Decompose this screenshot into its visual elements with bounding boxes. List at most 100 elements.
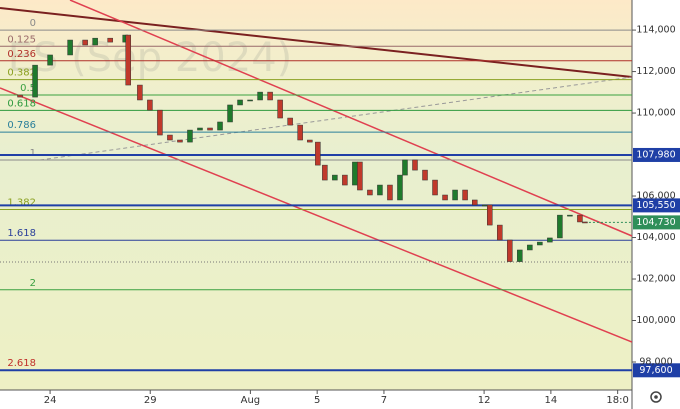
candle-body [147,99,153,111]
candle-body [287,117,293,126]
channel-lower [0,87,632,343]
candle-body [452,189,458,201]
candle-body [82,39,88,46]
y-tick-label: 106,000 [636,191,675,202]
x-tick-label: Aug [241,395,261,406]
candle-body [237,99,243,106]
drawings [0,0,632,343]
candle-body [527,244,533,251]
fib-label: 0.5 [20,83,36,94]
candle-body [125,34,131,86]
candle-body [432,179,438,196]
candle-body [17,94,23,98]
settings-icon[interactable] [650,391,662,403]
candle-body [217,121,223,131]
candle-body [307,139,313,143]
candle-body [137,84,143,101]
candle-body [32,64,38,98]
x-tick-label: 24 [44,395,57,406]
candle-body [482,204,488,207]
candle-body [47,54,53,66]
candle-body [422,169,428,181]
time-axis-panel [0,390,632,409]
channel-upper [69,0,632,237]
price-label-box [633,198,680,213]
y-tick-label: 104,000 [636,232,675,243]
y-tick-label: 112,000 [636,66,675,77]
price-label: 107,980 [636,149,675,160]
candle-body [547,237,553,243]
candle-body [267,91,273,101]
fib-label: 1 [30,148,36,159]
fib-label: 0 [30,18,36,29]
axes: 107,980 105,550 97,600 114,000 112,000 110,00… [44,25,680,406]
price-label-box [633,147,680,162]
candle-body [187,129,193,143]
candle-body [247,99,253,102]
x-tick-label: 5 [314,395,320,406]
last-price-box [633,215,680,230]
candle-body [92,37,98,46]
fib-label: 0.236 [7,49,36,60]
candle-body [567,214,573,217]
candle-body [167,134,173,141]
candle-body [197,127,203,131]
y-tick-label: 110,000 [636,108,675,119]
candle-body [322,164,328,181]
candle-body [315,141,321,166]
candle-body [487,204,493,226]
y-tick-label: 114,000 [636,25,675,36]
candle-body [497,224,503,241]
candle-body [517,249,523,262]
candle-body [402,159,408,176]
fib-label: 0.382 [7,68,36,79]
candle-body [377,184,383,196]
candle-body [412,159,418,171]
price-label: 97,600 [639,365,672,376]
candle-body [177,139,183,143]
y-tick-label: 102,000 [636,274,675,285]
trend-line-dashed [39,76,632,161]
candle-body [442,194,448,201]
x-tick-label: 12 [478,395,491,406]
x-tick-label: 7 [381,395,387,406]
candle-body [277,99,283,119]
trend-line [0,7,632,78]
fib-label: 1.618 [7,228,36,239]
fib-label: 0.125 [7,34,36,45]
last-price-label: 104,730 [636,217,675,228]
candle-body [352,161,358,186]
candle-body [462,189,468,201]
candle-body [297,124,303,141]
y-tick-label: 98,000 [639,356,672,367]
x-tick-label: 18:0 [606,395,628,406]
candle-body [537,241,543,246]
candle-body [332,174,338,181]
fib-label: 2.618 [7,358,36,369]
candle-body [507,239,513,262]
price-label: 105,550 [636,200,675,211]
price-label-box [633,363,680,378]
candle-body [577,214,583,223]
candles [17,34,588,262]
y-tick-label: 100,000 [636,315,675,326]
candle-body [367,189,373,196]
candle-body [342,174,348,186]
candle-body [207,127,213,131]
x-tick-label: 29 [144,395,157,406]
fib-label: 1.382 [7,198,36,209]
candle-body [107,37,113,43]
x-tick-label: 14 [545,395,558,406]
candle-body [397,174,403,201]
candle-body [67,39,73,56]
fib-label: 0.786 [7,120,36,131]
candle-body [257,91,263,101]
fib-label: 0.618 [7,98,36,109]
candle-body [387,184,393,201]
candle-body [357,161,363,191]
fib-label: 2 [30,278,36,289]
candle-body [582,221,588,224]
candle-body [157,109,163,136]
candle-body [557,214,563,239]
